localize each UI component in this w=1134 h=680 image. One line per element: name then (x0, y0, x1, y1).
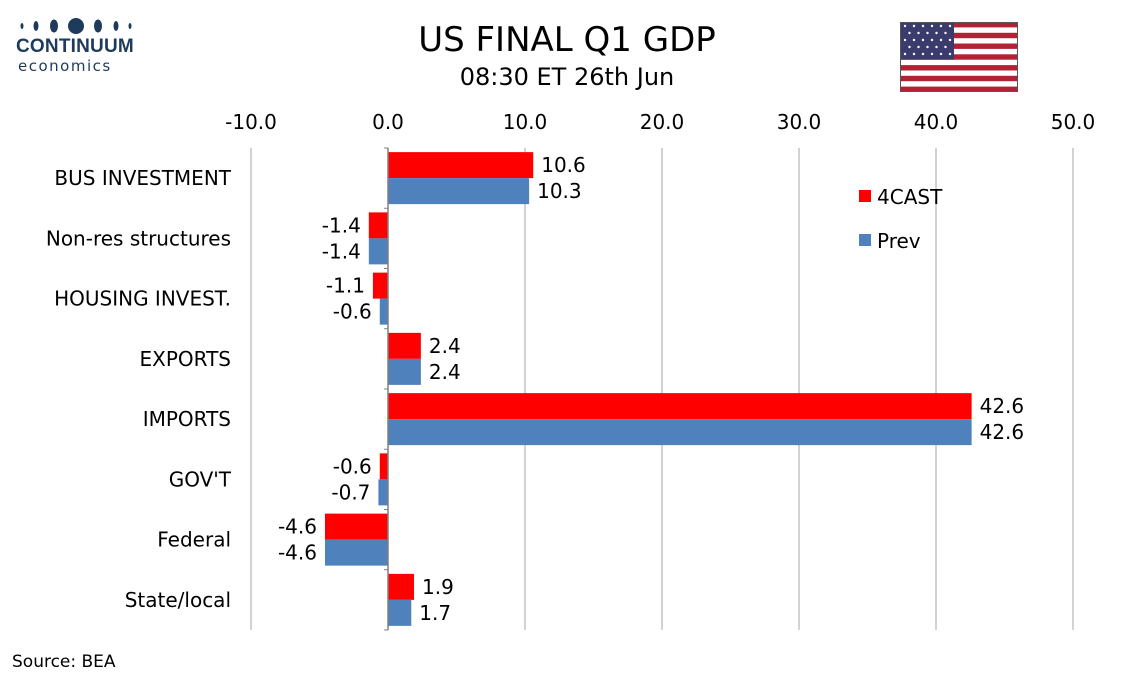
data-label: 1.9 (422, 575, 454, 599)
bar-previous (388, 358, 421, 385)
category-label: HOUSING INVEST. (54, 287, 231, 311)
us-flag-icon (900, 22, 1018, 92)
category-label: IMPORTS (143, 407, 231, 431)
data-label: 10.3 (537, 179, 582, 203)
bar-previous (388, 419, 972, 446)
bar-forecast (368, 212, 388, 239)
bar-previous (368, 238, 388, 265)
bar-forecast (372, 272, 388, 299)
category-label: State/local (125, 588, 231, 612)
data-label: -0.6 (333, 300, 372, 324)
data-label: 2.4 (429, 334, 461, 358)
data-label: -1.4 (322, 239, 361, 263)
x-tick-label: 50.0 (1051, 110, 1096, 134)
logo-subtitle: economics (18, 57, 112, 75)
legend-label: 4CAST (877, 185, 943, 209)
legend-label: Prev (877, 229, 921, 253)
data-label: -1.1 (326, 274, 365, 298)
logo-name: CONTINUUM (16, 36, 134, 57)
x-tick-label: 10.0 (503, 110, 548, 134)
x-tick-label: 0.0 (372, 110, 404, 134)
data-label: -1.4 (322, 213, 361, 237)
category-label: EXPORTS (140, 347, 232, 371)
bar-forecast (324, 513, 388, 540)
category-label: BUS INVESTMENT (54, 166, 231, 190)
data-label: 42.6 (980, 394, 1025, 418)
continuum-logo: CONTINUUM economics (12, 14, 142, 76)
x-tick-label: 40.0 (914, 110, 959, 134)
logo-dots-icon (20, 18, 132, 34)
x-tick-label: 20.0 (640, 110, 685, 134)
data-label: -0.7 (331, 480, 370, 504)
data-label: 10.6 (541, 153, 586, 177)
bar-previous (379, 298, 388, 325)
category-label: Non-res structures (46, 226, 231, 250)
bar-previous (388, 178, 530, 205)
category-label: Federal (157, 528, 231, 552)
data-label: -4.6 (278, 541, 317, 565)
bar-forecast (388, 332, 421, 359)
bar-forecast (388, 152, 534, 179)
bar-forecast (388, 393, 972, 420)
bar-forecast (379, 453, 388, 480)
data-label: 2.4 (429, 360, 461, 384)
data-label: -4.6 (278, 515, 317, 539)
x-tick-label: -10.0 (225, 110, 277, 134)
bar-previous (324, 539, 388, 566)
legend-swatch (859, 234, 871, 246)
legend-swatch (859, 190, 871, 202)
bar-forecast (388, 573, 415, 600)
bar-previous (388, 599, 412, 626)
data-label: -0.6 (333, 454, 372, 478)
chart-subtitle: 08:30 ET 26th Jun (459, 63, 675, 91)
x-tick-label: 30.0 (777, 110, 822, 134)
data-label: 1.7 (419, 601, 451, 625)
data-label: 42.6 (980, 420, 1025, 444)
bar-previous (378, 479, 388, 506)
source-note: Source: BEA (12, 652, 116, 672)
category-label: GOV'T (169, 467, 232, 491)
chart-title: US FINAL Q1 GDP (418, 20, 716, 60)
